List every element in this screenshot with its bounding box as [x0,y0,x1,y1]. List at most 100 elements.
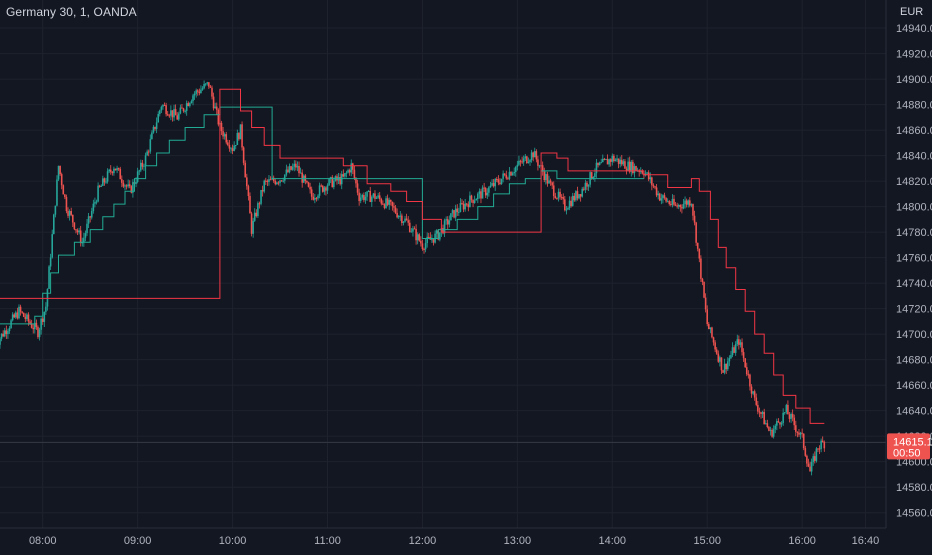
candle-body [200,89,202,94]
candle-body [401,215,403,223]
candle-body [483,187,485,189]
candle-body [242,147,245,163]
candle-body [204,83,207,85]
price-tick-label[interactable]: 14580.0 [896,482,932,494]
candle-body [617,158,620,164]
candle-body [113,168,115,174]
candle-body [764,423,767,425]
candle-body [263,180,266,192]
time-tick-label[interactable]: 10:00 [219,535,247,547]
time-tick-label[interactable]: 14:00 [599,535,627,547]
candle-body [541,165,544,172]
candle-body [62,185,65,195]
candle-body [424,243,427,250]
price-tick-label[interactable]: 14640.0 [896,406,932,418]
price-tick-label[interactable]: 14820.0 [896,176,932,188]
price-tick-label[interactable]: 14860.0 [896,125,932,137]
candle-body [352,163,354,170]
time-tick-label[interactable]: 11:00 [314,535,341,547]
candle-body [223,134,226,137]
time-tick-label[interactable]: 13:00 [504,535,532,547]
price-tick-label[interactable]: 14700.0 [896,329,932,341]
candle-body [486,192,489,196]
candle-body [293,163,296,167]
candle-body [625,168,628,171]
candle-body [125,185,128,187]
price-tick-label[interactable]: 14740.0 [896,278,932,290]
symbol-title[interactable]: Germany 30, 1, OANDA [6,5,137,19]
candle-body [160,106,163,111]
candle-body [695,222,697,243]
price-tick-label[interactable]: 14880.0 [896,100,932,112]
time-axis[interactable]: 08:00 09:00 10:00 11:00 12:00 13:00 14:00 15:00… [29,535,879,547]
candle-body [620,159,623,165]
candle-body [630,161,633,172]
price-tick-label[interactable]: 14800.0 [896,202,932,214]
price-tick-label[interactable]: 14920.0 [896,49,932,61]
candle-body [98,185,101,187]
candle-body [439,232,441,240]
time-tick-label[interactable]: 09:00 [124,535,152,547]
candle-body [526,156,528,164]
price-tick-label[interactable]: 14560.0 [896,508,932,520]
candle-body [416,234,419,241]
candle-body [492,183,495,187]
candle-body [674,204,677,206]
candle-body [361,195,364,198]
price-tick-label[interactable]: 14660.0 [896,380,932,392]
candle-body [554,196,557,199]
candle-body [11,314,14,321]
candle-body [684,200,686,204]
price-tick-label[interactable]: 14900.0 [896,74,932,86]
candle-body [750,386,753,394]
candle-body [722,370,724,373]
candle-body [445,219,447,221]
candle-body [570,200,572,206]
price-tick-label[interactable]: 14780.0 [896,227,932,239]
support-step-line [0,106,644,325]
candle-body [739,342,742,345]
candle-body [76,230,79,233]
resistance-step-line [0,88,825,424]
candle-body [578,194,580,199]
time-tick-label[interactable]: 16:00 [788,535,816,547]
time-tick-label[interactable]: 15:00 [693,535,721,547]
price-tick-label[interactable]: 14600.0 [896,457,932,469]
price-tick-label[interactable]: 14840.0 [896,151,932,163]
candle-body [192,95,194,102]
candle-body [556,198,558,200]
candle-body [143,165,145,167]
candle-body [758,411,761,413]
candle-body [214,106,216,109]
candle-body [302,175,305,183]
candle-body [114,168,117,171]
candle-body [391,201,394,207]
price-tick-label[interactable]: 14720.0 [896,304,932,316]
price-tick-label[interactable]: 14680.0 [896,355,932,367]
price-tick-label[interactable]: 14940.0 [896,23,932,35]
candle-body [537,159,539,166]
candle-body [136,171,139,182]
candle-body [236,132,239,146]
candle-body [135,181,137,184]
candle-body [538,165,541,167]
candle-body [215,106,218,110]
candle-body [418,234,421,241]
candle-body [518,160,520,165]
candle-body [67,211,69,216]
candle-body [54,205,57,215]
candle-body [586,182,588,187]
price-tick-label[interactable]: 14760.0 [896,253,932,265]
time-tick-label[interactable]: 08:00 [29,535,57,547]
candle-body [212,96,215,109]
candle-body [600,162,603,164]
candle-body [274,180,277,185]
currency-label[interactable]: EUR [900,6,924,18]
candle-body [233,145,235,151]
time-tick-label[interactable]: 16:40 [852,535,880,547]
candle-body [783,412,786,414]
time-tick-label[interactable]: 12:00 [409,535,437,547]
candle-body [60,174,63,186]
